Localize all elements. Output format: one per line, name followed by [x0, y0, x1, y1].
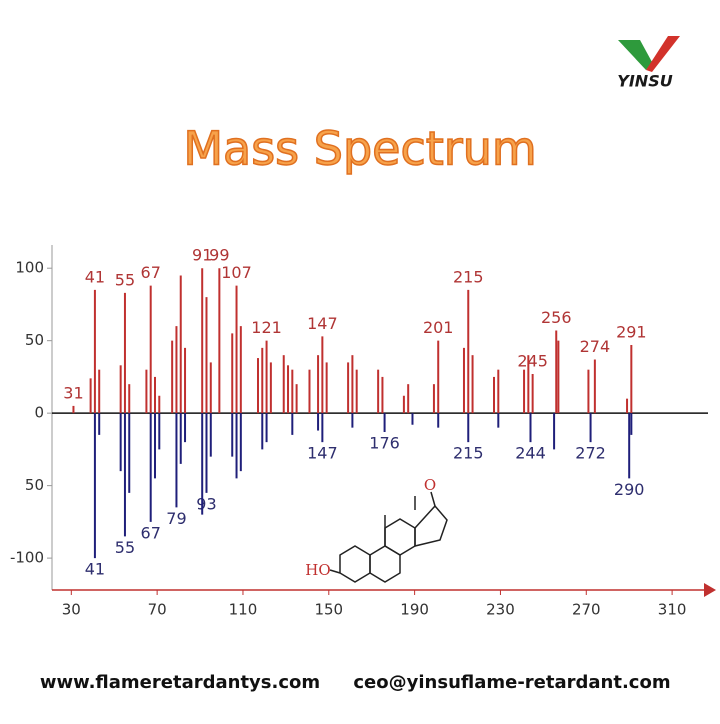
structure [329, 491, 448, 583]
peak-label: 215 [453, 267, 484, 286]
x-tick-label: 150 [314, 601, 343, 619]
x-tick-label: 110 [229, 601, 258, 619]
footer-website: www.flameretardantys.com [40, 672, 320, 693]
peak-label: 176 [369, 433, 400, 452]
peak-label: 121 [251, 318, 282, 337]
x-axis-arrow [704, 583, 716, 597]
peak-label: 147 [307, 314, 338, 333]
x-tick-label: 190 [400, 601, 429, 619]
peak-label: 290 [614, 480, 645, 499]
structure-label: O [424, 476, 436, 494]
peak-label: 41 [85, 560, 105, 579]
peak-label: 215 [453, 444, 484, 463]
peak-label: 67 [141, 523, 161, 542]
peak-label: 245 [517, 352, 548, 371]
y-tick-label: -100 [10, 549, 44, 567]
peak-label: 244 [515, 444, 546, 463]
x-tick-label: 70 [148, 601, 167, 619]
peak-label: 93 [196, 494, 216, 513]
x-tick-label: 30 [62, 601, 81, 619]
peak-label: 31 [63, 383, 83, 402]
y-tick-label: 50 [25, 331, 44, 349]
peak-label: 99 [209, 246, 229, 265]
peak-label: 291 [616, 323, 647, 342]
footer-email: ceo@yinsuflame-retardant.com [353, 672, 670, 693]
chart-title: Mass Spectrum [183, 122, 536, 176]
peak-label: 256 [541, 308, 572, 327]
y-tick-label: 50 [25, 476, 44, 494]
x-tick-label: 230 [486, 601, 515, 619]
y-tick-label: 100 [15, 259, 44, 277]
structure-label: HO [305, 561, 330, 579]
y-tick-label: 0 [34, 404, 44, 422]
peak-label: 272 [575, 444, 606, 463]
peak-label: 147 [307, 444, 338, 463]
peak-label: 107 [221, 263, 252, 282]
logo-mark [618, 40, 652, 70]
peak-label: 41 [85, 267, 105, 286]
peak-label: 79 [166, 509, 186, 528]
logo-mark [646, 36, 680, 72]
peak-label: 201 [423, 318, 454, 337]
x-tick-label: 310 [658, 601, 687, 619]
peak-label: 67 [141, 263, 161, 282]
peak-label: 91 [192, 246, 212, 265]
logo: YINSU [617, 36, 680, 91]
logo-text: YINSU [617, 72, 672, 91]
peak-label: 274 [580, 337, 611, 356]
peak-label: 55 [115, 270, 135, 289]
x-tick-label: 270 [572, 601, 601, 619]
peak-label: 55 [115, 538, 135, 557]
